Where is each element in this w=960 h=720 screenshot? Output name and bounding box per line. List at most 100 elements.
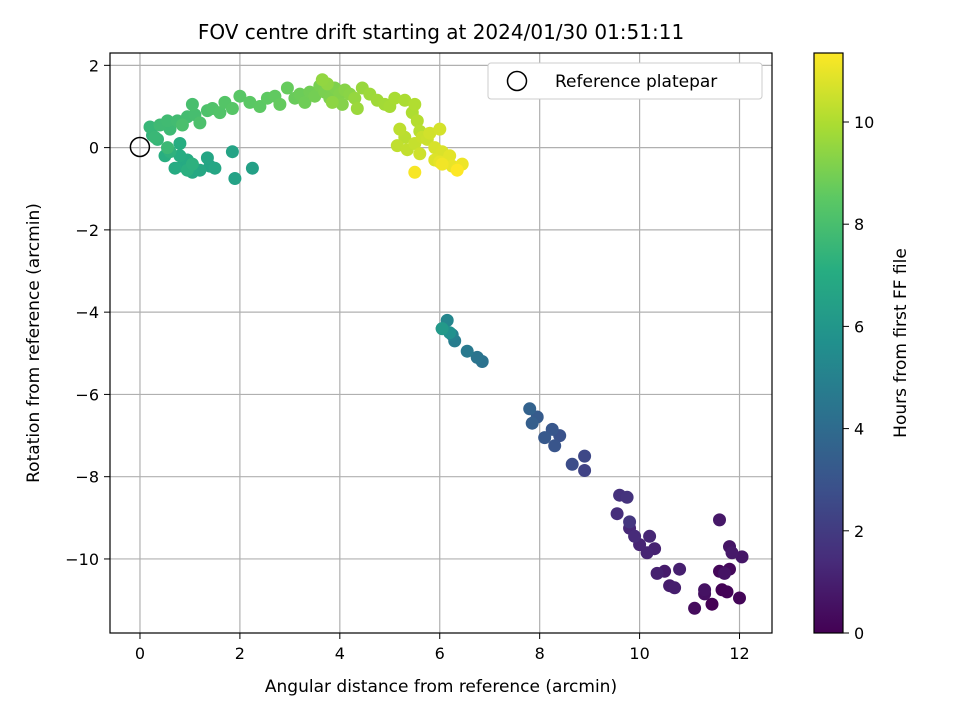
drift-point — [298, 95, 312, 109]
drift-point — [213, 106, 227, 120]
reference-marker — [129, 136, 151, 158]
chart-title: FOV centre drift starting at 2024/01/30 … — [198, 20, 684, 44]
drift-point — [325, 95, 339, 109]
drift-point — [578, 464, 592, 477]
drift-point — [470, 350, 484, 364]
drift-point — [698, 583, 712, 597]
x-axis-label: Angular distance from reference (arcmin) — [265, 677, 617, 697]
colorbar-tick-label: 8 — [854, 215, 864, 234]
drift-point — [173, 137, 187, 150]
drift-point — [623, 515, 637, 529]
drift-point — [315, 73, 329, 87]
colorbar-label: Hours from first FF file — [891, 248, 911, 438]
legend: Reference platepar — [487, 62, 763, 100]
drift-point — [523, 402, 537, 416]
grid — [110, 53, 772, 633]
drift-point — [388, 91, 402, 105]
drift-point — [185, 97, 199, 111]
drift-point — [620, 490, 634, 504]
drift-point — [525, 416, 539, 430]
drift-point — [735, 550, 749, 564]
legend-label: Reference platepar — [555, 72, 717, 92]
drift-point — [253, 100, 267, 113]
y-tick-label: 0 — [89, 139, 99, 158]
drift-point — [545, 422, 559, 436]
drift-point — [673, 562, 687, 576]
drift-point — [610, 507, 624, 521]
plot-frame — [109, 52, 773, 634]
x-tick-label: 6 — [435, 644, 445, 663]
axes: 0 2 4 6 8 10 12 2 0 −2 −4 −6 −8 −10 — [65, 56, 749, 663]
drift-point — [578, 449, 592, 463]
drift-point — [643, 529, 657, 543]
drift-point — [390, 139, 404, 153]
colorbar-tick-label: 4 — [854, 420, 864, 439]
drift-point — [668, 581, 682, 595]
scatter-points — [143, 73, 749, 615]
drift-point — [705, 597, 719, 611]
drift-point — [410, 114, 424, 128]
y-tick-label: −2 — [75, 221, 99, 240]
y-tick-label: −10 — [65, 550, 99, 569]
drift-point — [423, 126, 437, 140]
drift-point — [348, 91, 362, 105]
drift-point — [273, 97, 287, 111]
drift-point — [243, 95, 257, 109]
drift-point — [335, 97, 349, 111]
drift-point — [565, 457, 579, 471]
drift-point — [408, 165, 422, 179]
drift-point — [725, 546, 739, 560]
drift-point — [148, 130, 162, 144]
drift-point — [225, 145, 239, 159]
drift-point — [143, 120, 157, 134]
colorbar-tick-label: 6 — [854, 317, 864, 336]
drift-point — [280, 81, 294, 95]
drift-point — [398, 93, 412, 107]
drift-point — [193, 116, 207, 130]
drift-point — [168, 161, 182, 175]
drift-point — [161, 141, 174, 155]
drift-point — [435, 157, 449, 171]
drift-point — [640, 546, 654, 560]
legend-marker — [506, 70, 528, 92]
drift-point — [460, 344, 474, 358]
colorbar-tick-label: 10 — [854, 113, 874, 132]
drift-point — [450, 163, 464, 177]
drift-point — [713, 513, 726, 527]
drift-point — [733, 591, 746, 605]
drift-point — [208, 161, 222, 175]
y-tick-label: 2 — [89, 56, 99, 75]
drift-point — [433, 122, 447, 136]
drift-point — [350, 102, 364, 115]
drift-point — [688, 601, 702, 615]
drift-point — [245, 161, 259, 175]
drift-point — [175, 118, 189, 132]
drift-point — [720, 585, 734, 599]
legend-box — [487, 62, 763, 100]
colorbar-tick-label: 0 — [854, 624, 864, 643]
drift-point — [548, 439, 562, 453]
colorbar-gradient — [813, 52, 844, 634]
y-tick-label: −8 — [75, 468, 99, 487]
drift-point — [233, 89, 247, 103]
colorbar-tick-label: 2 — [854, 522, 864, 541]
drift-point — [718, 566, 731, 580]
y-tick-label: −4 — [75, 303, 99, 322]
y-tick-label: −6 — [75, 385, 99, 404]
drift-point — [443, 149, 457, 163]
drift-point — [413, 147, 427, 161]
drift-point — [173, 149, 187, 163]
x-tick-label: 0 — [135, 644, 145, 663]
drift-point — [435, 322, 449, 336]
drift-point — [185, 157, 199, 171]
x-tick-label: 2 — [235, 644, 245, 663]
drift-point — [393, 122, 407, 136]
drift-point — [161, 114, 174, 128]
drift-point — [228, 172, 242, 185]
x-tick-label: 12 — [729, 644, 749, 663]
drift-point — [408, 97, 422, 111]
colorbar-ticks: 0 2 4 6 8 10 — [843, 113, 874, 643]
drift-point — [225, 102, 239, 115]
x-tick-label: 10 — [629, 644, 649, 663]
